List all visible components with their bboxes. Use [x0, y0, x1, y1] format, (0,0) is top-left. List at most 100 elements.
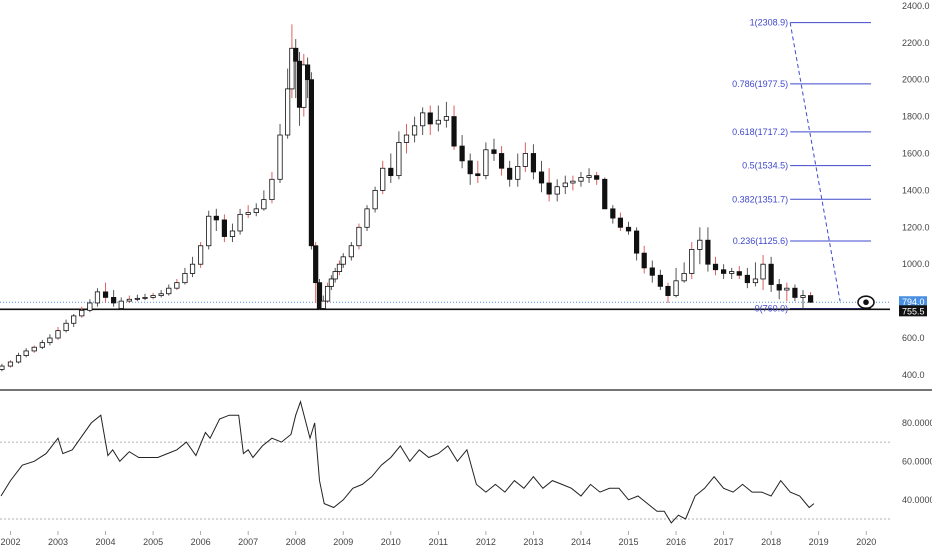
candle-body	[245, 212, 251, 215]
candle-body	[483, 149, 489, 177]
y-tick-label: 1000.0	[902, 259, 930, 269]
y-tick-label: 1600.0	[902, 148, 930, 158]
fib-level-label: 0.618(1717.2)	[732, 127, 788, 137]
candle-body	[736, 271, 742, 276]
x-tick-label: 2012	[476, 537, 496, 547]
candle-body	[403, 134, 410, 143]
candle-body	[158, 293, 164, 296]
candle-body	[491, 149, 497, 154]
candle-body	[71, 315, 77, 324]
fib-level-label: 0.382(1351.7)	[732, 194, 788, 204]
candle-body	[633, 230, 640, 254]
candle-body	[94, 291, 101, 304]
candle-body	[372, 189, 378, 210]
candle-body	[721, 269, 727, 274]
candle-body	[396, 142, 402, 177]
candle-body	[166, 287, 172, 295]
candle-body	[538, 171, 545, 184]
candle-body	[594, 175, 600, 180]
candle-body	[792, 287, 798, 298]
candle-body	[673, 280, 679, 296]
candle-body	[213, 215, 219, 221]
candle-body	[808, 295, 814, 303]
candle-body	[610, 208, 616, 219]
candle-body	[0, 365, 5, 370]
candle-body	[507, 167, 513, 180]
candle-body	[23, 350, 29, 356]
rsi-line	[0, 399, 815, 524]
candle-body	[15, 355, 22, 363]
candle-body	[301, 64, 307, 108]
candle-body	[776, 284, 782, 291]
x-tick-label: 2004	[96, 537, 116, 547]
x-tick-label: 2005	[143, 537, 163, 547]
candle-body	[443, 116, 450, 121]
y-tick-label: 400.0	[902, 370, 925, 380]
candle-body	[134, 297, 140, 300]
support-badge	[899, 305, 927, 317]
candle-body	[602, 178, 608, 210]
x-tick-label: 2016	[666, 537, 686, 547]
candle-body	[324, 285, 331, 302]
candle-body	[617, 217, 624, 228]
candle-body	[189, 263, 196, 274]
candle-body	[305, 64, 311, 81]
fib-level-label: 0.5(1534.5)	[742, 161, 788, 171]
candle-body	[313, 245, 319, 284]
candle-body	[657, 274, 663, 287]
fib-level-label: 0.786(1977.5)	[732, 79, 788, 89]
candle-body	[665, 285, 671, 296]
candle-body	[340, 256, 346, 265]
candle-body	[570, 180, 576, 184]
candle-body	[768, 263, 774, 285]
candle-body	[578, 177, 584, 182]
y-tick-label: 2400.0	[902, 1, 930, 11]
y-tick-label: 1800.0	[902, 112, 930, 122]
candle-body	[39, 342, 45, 348]
x-tick-label: 2007	[238, 537, 258, 547]
candle-body	[498, 153, 505, 169]
candle-body	[435, 119, 441, 125]
candle-body	[356, 226, 362, 247]
current-price-label: 794.0	[902, 297, 925, 307]
x-tick-label: 2011	[429, 537, 448, 547]
eye-icon[interactable]	[857, 295, 875, 310]
x-tick-label: 2010	[381, 537, 401, 547]
candle-body	[296, 60, 303, 108]
candle-body	[55, 330, 61, 339]
candle-body	[261, 199, 267, 210]
candle-body	[87, 302, 93, 311]
candle-body	[729, 271, 735, 274]
x-tick-label: 2019	[809, 537, 829, 547]
candle-body	[316, 282, 323, 309]
candle-body	[451, 116, 457, 147]
x-tick-label: 2014	[571, 537, 591, 547]
candle-body	[111, 297, 117, 304]
candle-body	[744, 274, 750, 284]
candle-body	[285, 88, 291, 136]
fib-level-label: 0.236(1125.6)	[733, 236, 788, 246]
candle-body	[380, 167, 386, 191]
candle-body	[554, 186, 560, 195]
candle-body	[102, 291, 109, 298]
candle-body	[705, 239, 711, 265]
candle-body	[320, 300, 326, 309]
candle-body	[269, 178, 275, 201]
x-tick-label: 2006	[191, 537, 211, 547]
candle-body	[411, 125, 418, 136]
x-tick-label: 2015	[618, 537, 638, 547]
candle-body	[7, 361, 14, 367]
candle-body	[150, 295, 156, 298]
candle-body	[126, 298, 132, 302]
candle-body	[697, 239, 703, 250]
candle-body	[641, 252, 647, 269]
candle-body	[174, 282, 180, 289]
candle-body	[221, 219, 228, 237]
x-tick-label: 2017	[714, 537, 734, 547]
candle-body	[546, 182, 552, 195]
y-tick-label: 1200.0	[902, 222, 930, 232]
candle-body	[475, 173, 481, 177]
candle-body	[586, 175, 592, 178]
candle-body	[142, 297, 148, 299]
